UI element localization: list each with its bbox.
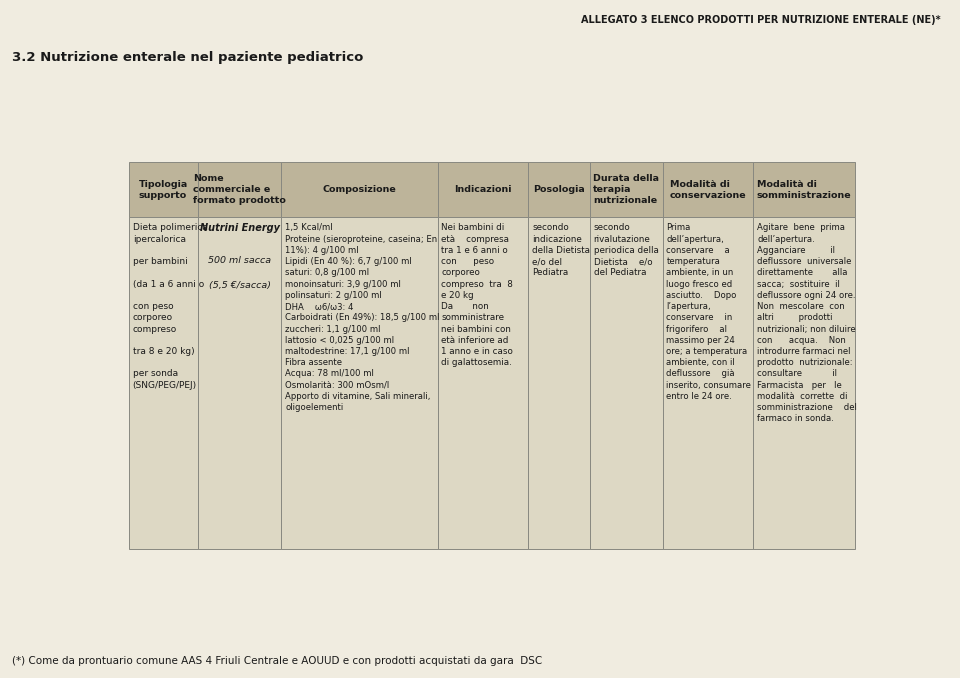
- Bar: [662, 217, 754, 549]
- Text: Prima
dell’apertura,
conservare    a
temperatura
ambiente, in un
luogo fresco ed: Prima dell’apertura, conservare a temper…: [666, 223, 752, 401]
- Text: Modalità di
conservazione: Modalità di conservazione: [670, 180, 746, 200]
- Text: Posologia: Posologia: [534, 185, 585, 194]
- Text: 1,5 Kcal/ml
Proteine (sieroproteine, caseina; En
11%): 4 g/100 ml
Lipidi (En 40 : 1,5 Kcal/ml Proteine (sieroproteine, cas…: [285, 223, 440, 412]
- Text: secondo
indicazione
della Dietista
e/o del
Pediatra: secondo indicazione della Dietista e/o d…: [532, 223, 590, 277]
- Bar: [129, 162, 198, 217]
- Bar: [129, 217, 198, 549]
- Bar: [438, 217, 528, 549]
- Text: Nutrini Energy: Nutrini Energy: [200, 223, 279, 233]
- Text: Composizione: Composizione: [323, 185, 396, 194]
- Text: Modalità di
somministrazione: Modalità di somministrazione: [756, 180, 852, 200]
- Bar: [198, 217, 281, 549]
- Bar: [754, 217, 855, 549]
- Text: Tipologia
supporto: Tipologia supporto: [139, 180, 188, 200]
- Bar: [754, 162, 855, 217]
- Text: Agitare  bene  prima
dell’apertura.
Agganciare         il
deflussore  universale: Agitare bene prima dell’apertura. Agganc…: [757, 223, 857, 424]
- Text: ALLEGATO 3 ELENCO PRODOTTI PER NUTRIZIONE ENTERALE (NE)*: ALLEGATO 3 ELENCO PRODOTTI PER NUTRIZION…: [581, 15, 941, 25]
- Bar: [528, 162, 590, 217]
- Bar: [590, 217, 662, 549]
- Bar: [198, 162, 281, 217]
- Bar: [281, 162, 438, 217]
- Text: 500 ml sacca

(5,5 €/sacca): 500 ml sacca (5,5 €/sacca): [208, 243, 272, 290]
- Text: 3.2 Nutrizione enterale nel paziente pediatrico: 3.2 Nutrizione enterale nel paziente ped…: [12, 51, 363, 64]
- Bar: [662, 162, 754, 217]
- Bar: [281, 217, 438, 549]
- Bar: [528, 217, 590, 549]
- Text: Durata della
terapia
nutrizionale: Durata della terapia nutrizionale: [593, 174, 660, 205]
- Text: Indicazioni: Indicazioni: [454, 185, 512, 194]
- Text: (*) Come da prontuario comune AAS 4 Friuli Centrale e AOUUD e con prodotti acqui: (*) Come da prontuario comune AAS 4 Friu…: [12, 656, 541, 666]
- Text: Nome
commerciale e
formato prodotto: Nome commerciale e formato prodotto: [193, 174, 286, 205]
- Text: Dieta polimerica
ipercalorica

per bambini

(da 1 a 6 anni o

con peso
corporeo
: Dieta polimerica ipercalorica per bambin…: [132, 223, 207, 390]
- Bar: [590, 162, 662, 217]
- Text: Nei bambini di
età    compresa
tra 1 e 6 anni o
con      peso
corporeo
compreso : Nei bambini di età compresa tra 1 e 6 an…: [442, 223, 514, 367]
- Bar: [438, 162, 528, 217]
- Text: secondo
rivalutazione
periodica della
Dietista    e/o
del Pediatra: secondo rivalutazione periodica della Di…: [593, 223, 659, 277]
